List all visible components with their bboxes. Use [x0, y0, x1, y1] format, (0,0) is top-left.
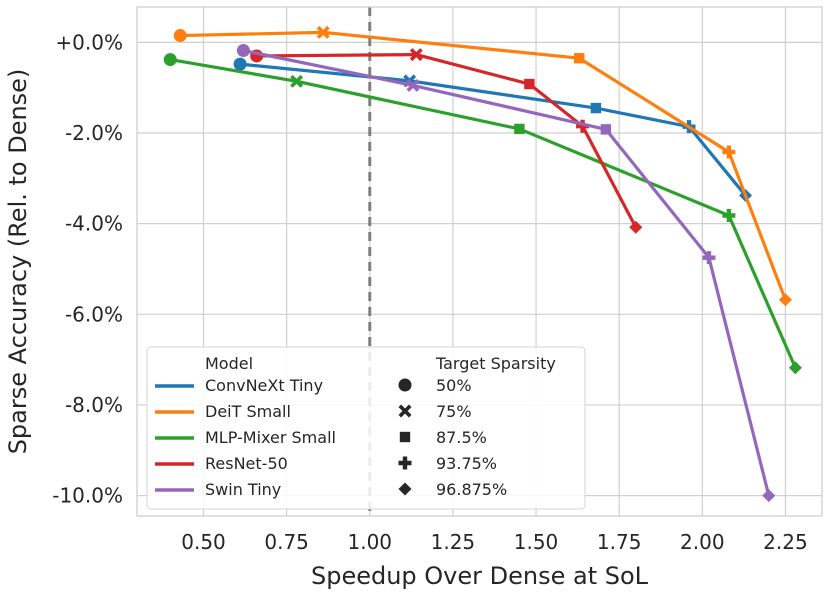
data-point-diamond [762, 489, 776, 503]
data-point-circle [236, 44, 250, 58]
legend-entry-sparsity: 96.875% [398, 480, 507, 499]
data-point-plus [722, 208, 736, 222]
y-tick-label: -4.0% [65, 212, 123, 236]
legend-marker-diamond [398, 482, 412, 496]
legend-label: ConvNeXt Tiny [205, 376, 323, 395]
data-point-square [600, 124, 612, 135]
legend-model-header: Model [205, 354, 253, 373]
x-tick-label: 1.75 [597, 530, 642, 554]
series-layer [163, 25, 802, 503]
data-point-diamond [788, 361, 802, 375]
legend-marker-circle [398, 378, 412, 392]
x-tick-label: 2.25 [763, 530, 808, 554]
data-point-square [574, 53, 585, 64]
legend-entry-sparsity: 75% [398, 402, 472, 421]
legend-entry-model: ConvNeXt Tiny [155, 376, 323, 395]
legend-label: ResNet-50 [205, 454, 288, 473]
data-point-x [406, 78, 420, 92]
y-tick-label: -2.0% [65, 121, 123, 145]
x-tick-label: 0.50 [181, 530, 226, 554]
data-point-diamond [778, 293, 792, 307]
legend-entry-model: DeiT Small [155, 402, 291, 421]
legend-entries: ConvNeXt Tiny DeiT Small MLP-Mixer Small Re… [155, 376, 507, 499]
y-tick-label: -6.0% [65, 302, 123, 326]
legend-label: 87.5% [436, 428, 487, 447]
legend-entry-sparsity: 87.5% [399, 428, 487, 447]
data-point-square [514, 123, 525, 135]
legend-entry-model: ResNet-50 [155, 454, 288, 473]
legend-label: 75% [436, 402, 472, 421]
data-point-circle [233, 57, 247, 71]
series-mlp-mixer-small [163, 53, 802, 375]
x-axis-label: Speedup Over Dense at SoL [311, 562, 649, 590]
data-point-square [524, 78, 535, 90]
legend-label: Swin Tiny [205, 480, 281, 499]
series-deit-small [173, 25, 792, 307]
legend-label: 96.875% [436, 480, 507, 499]
data-point-diamond [629, 220, 643, 234]
legend-label: DeiT Small [205, 402, 291, 421]
series-swin-tiny [236, 44, 776, 503]
legend-label: 93.75% [436, 454, 497, 473]
y-tick-label: -10.0% [52, 484, 123, 508]
x-tick-label: 2.00 [680, 530, 725, 554]
data-point-plus [576, 119, 590, 133]
x-tick-label: 1.50 [514, 530, 559, 554]
legend-label: MLP-Mixer Small [205, 428, 336, 447]
data-point-circle [163, 53, 177, 67]
legend-label: 50% [436, 376, 472, 395]
legend-marker-square [399, 431, 411, 443]
legend-sparsity-header: Target Sparsity [435, 354, 556, 373]
legend-entry-model: MLP-Mixer Small [155, 428, 336, 447]
legend-marker-plus [398, 456, 412, 470]
series-resnet-50 [250, 48, 643, 234]
y-axis-label: Sparse Accuracy (Rel. to Dense) [4, 69, 32, 455]
legend: Model Target Sparsity ConvNeXt Tiny DeiT … [146, 346, 586, 510]
legend-entry-sparsity: 93.75% [398, 454, 497, 473]
data-point-square [590, 102, 602, 114]
data-point-x [409, 48, 423, 62]
plot-frame [136, 6, 823, 517]
legend-box [146, 346, 586, 510]
x-axis-ticks: 0.50 0.75 1.00 1.25 1.50 1.75 2.00 2.25 [181, 530, 807, 554]
x-tick-label: 1.00 [348, 530, 393, 554]
x-tick-label: 1.25 [431, 530, 476, 554]
data-point-plus [722, 145, 736, 159]
data-point-x [290, 74, 304, 88]
legend-marker-x [398, 404, 412, 418]
y-tick-label: +0.0% [55, 30, 123, 54]
x-tick-label: 0.75 [264, 530, 309, 554]
y-tick-label: -8.0% [65, 393, 123, 417]
data-point-x [316, 25, 330, 39]
legend-entry-sparsity: 50% [398, 376, 472, 395]
data-point-plus [702, 251, 716, 265]
data-point-circle [173, 29, 187, 43]
legend-entry-model: Swin Tiny [155, 480, 281, 499]
y-axis-ticks: +0.0% -2.0% -4.0% -6.0% -8.0% -10.0% [52, 30, 123, 507]
